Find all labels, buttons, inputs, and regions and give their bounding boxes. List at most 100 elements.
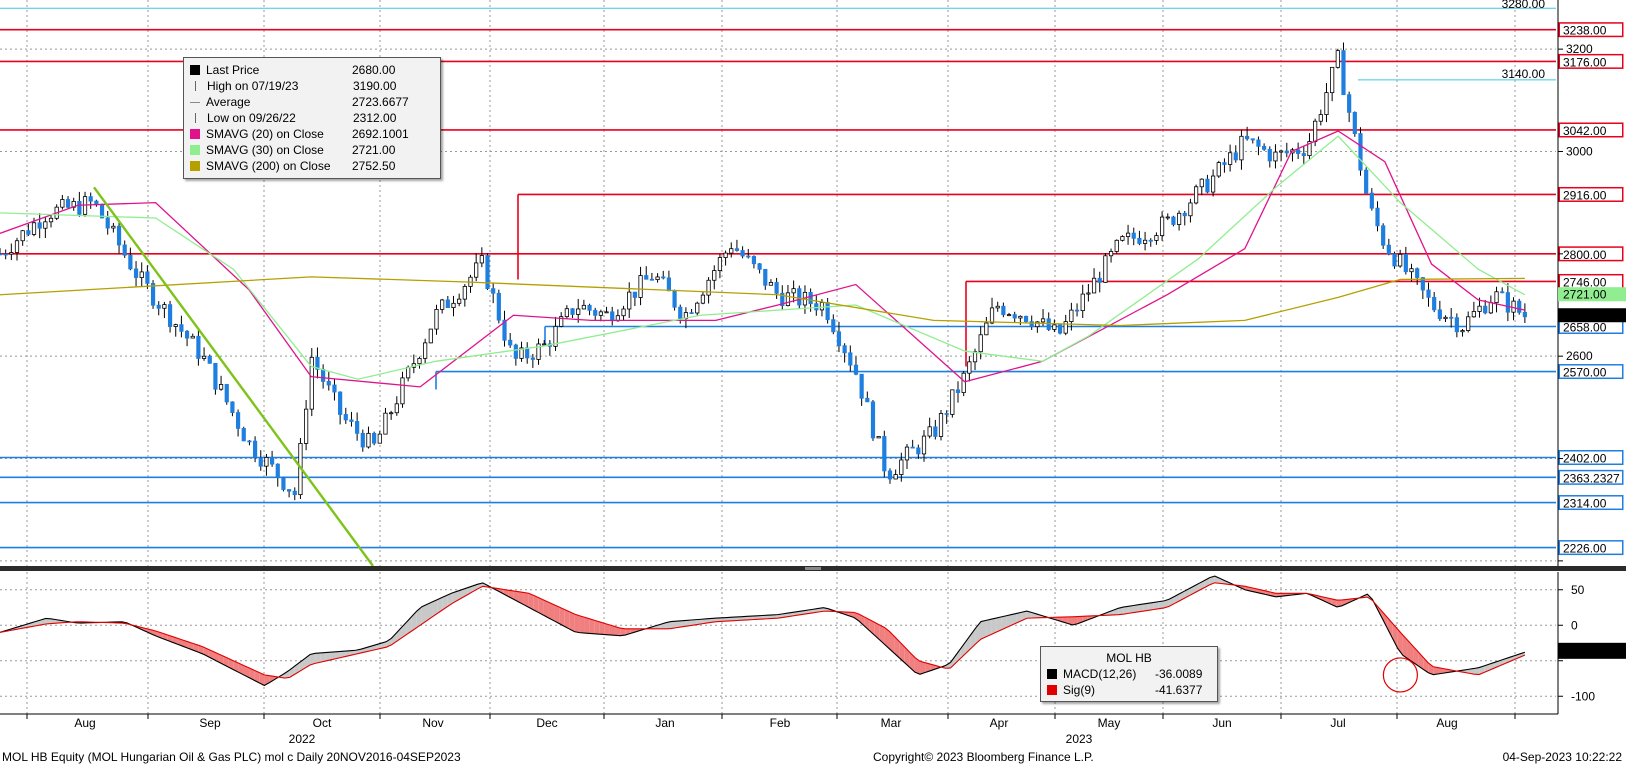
candle-body [1233,152,1238,161]
macd-fill-segment [320,652,326,663]
x-year-label: 2022 [289,732,316,746]
candle-body [145,271,150,284]
macd-fill-segment [579,615,585,634]
macd-fill-segment [584,617,590,634]
candle-body [434,309,439,330]
candle-body [1097,277,1102,283]
macd-fill-segment [1108,610,1114,616]
macd-fill-segment [889,631,895,654]
candle-body [423,342,428,359]
candle-body [457,298,462,304]
candle-body [281,477,286,490]
macd-fill-segment [1397,629,1403,656]
candle-body [978,334,983,353]
candle-body [961,372,966,393]
olive-square-icon [190,161,200,171]
candle-body [763,268,768,286]
level-label: 3042.00 [1563,124,1607,138]
candle-body [332,384,337,393]
footer-right: 04-Sep-2023 10:22:22 [1502,750,1622,764]
candle-body [1029,321,1034,328]
legend-value: -36.0089 [1155,667,1203,681]
macd-fill-segment [325,652,331,662]
candle-body [1063,321,1068,334]
level-tag-inner [1560,365,1622,378]
macd-fill-segment [894,636,900,659]
macd-fill-segment [432,599,438,618]
value-tag [1558,287,1626,302]
candle-body [1483,305,1488,314]
candle-body [167,304,173,327]
candle-body [1273,151,1278,162]
candle-body [950,389,955,415]
candle-body [1409,268,1414,273]
legend-row-last-price: Last Price 2680.00 [190,62,434,78]
macd-fill-segment [1016,612,1022,623]
candle-body [887,470,893,480]
candle-body [1250,138,1255,141]
legend-row-smavg30: SMAVG (30) on Close 2721.00 [190,142,434,158]
macd-fill-segment [767,614,773,619]
macd-fill-segment [228,658,234,670]
macd-fill-segment [864,616,870,631]
candle-body [139,271,144,278]
macd-fill-segment [884,627,890,649]
candle-body [1239,135,1244,161]
macd-fill-segment [284,669,290,679]
candle-body [1415,268,1420,279]
low-marker-icon [195,113,196,123]
macd-fill-segment [401,621,407,638]
macd-fill-segment [523,592,529,608]
macd-fill-segment [1519,652,1525,658]
level-label: 2363.2327 [1563,471,1620,485]
macd-fill-segment [772,614,778,619]
price-annotations [93,186,374,567]
candle-body [258,457,263,467]
axes: 2600 3000 3200 50 0 -100 Aug Sep Oct Nov Dec Jan Feb… [0,0,1626,746]
candle-body [133,268,139,278]
candle-body [1165,216,1170,219]
macd-fill-segment [1341,599,1347,606]
level-label: 2402.00 [1563,452,1607,466]
level-label: 2570.00 [1563,366,1607,380]
y-tick-label: 3000 [1566,144,1593,158]
candle-body [1443,316,1448,320]
macd-fill-segment [706,618,712,624]
black-square-icon [1047,669,1057,679]
candle-body [65,199,71,208]
candle-body [542,343,547,346]
macd-fill-segment [188,641,194,651]
macd-fill-segment [721,617,727,622]
legend-value: 3190.00 [353,79,397,93]
candle-body [984,322,989,336]
candle-body [287,489,292,492]
candle-body [1069,309,1074,323]
pane-splitter-handle [805,567,821,570]
macd-fill-segment [615,626,621,636]
candle-body [1040,318,1046,323]
candle-body [899,459,904,475]
candle-body [610,311,615,322]
macd-fill-segment [757,615,763,620]
macd-fill-segment [315,652,321,664]
x-month-label: Sep [199,716,221,730]
candle-body [1245,135,1250,140]
candle-body [1494,291,1499,303]
legend-name: SMAVG (200) on Close [206,159,331,173]
candle-body [825,302,830,321]
footer-left: MOL HB Equity (MOL Hungarian Oil & Gas P… [2,750,461,764]
candle-body [638,275,643,298]
candle-body [394,403,399,414]
candle-body [321,368,326,382]
macd-fill-segment [1402,635,1408,659]
macd-fill-segment [991,618,997,635]
candle-body [26,230,31,235]
candle-body [1125,232,1131,237]
macd-fill-segment [914,657,921,675]
candle-body [559,316,564,327]
candle-body [60,199,65,208]
macd-fill-segment [1326,597,1332,605]
level-tag-inner [1560,320,1622,333]
macd-fill-segment [340,651,346,658]
